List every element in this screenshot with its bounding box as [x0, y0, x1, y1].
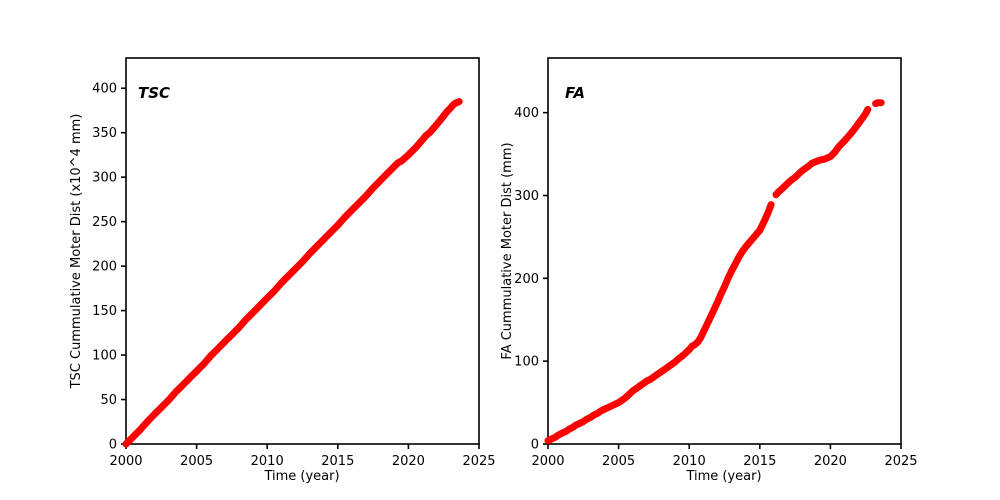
x-tick-label: 2005 — [602, 454, 635, 469]
y-tick-label: 200 — [92, 260, 117, 275]
y-tick-label: 400 — [514, 106, 539, 121]
axes-frame — [125, 57, 480, 445]
y-tick-label: 50 — [100, 393, 117, 408]
x-tick-label: 2020 — [392, 454, 425, 469]
x-tick-label: 2000 — [531, 454, 564, 469]
axes-frame — [547, 57, 902, 445]
x-tick-label: 2010 — [673, 454, 706, 469]
x-tick-label: 2015 — [321, 454, 354, 469]
series-line — [544, 201, 775, 445]
y-tick-label: 400 — [92, 82, 117, 97]
y-tick-label: 100 — [514, 355, 539, 370]
y-tick-label: 300 — [92, 171, 117, 186]
plot-tsc: 2000 2005 2010 2015 2020 2025 0 50 100 150 200 250 3… — [92, 57, 496, 469]
plot-fa: 2000 2005 2010 2015 2020 2025 0 100 200 300 400 — [514, 57, 918, 469]
series-line — [772, 105, 872, 199]
y-tick-label: 200 — [514, 272, 539, 287]
x-tick-label: 2015 — [743, 454, 776, 469]
fa-plot-title: FA — [565, 84, 585, 102]
x-tick-label: 2025 — [884, 454, 917, 469]
tsc-x-axis-label: Time (year) — [264, 469, 340, 484]
y-tick-label: 0 — [109, 438, 117, 453]
y-tick-label: 0 — [531, 438, 539, 453]
y-tick-label: 150 — [92, 304, 117, 319]
x-tick-label: 2020 — [814, 454, 847, 469]
fa-y-axis-label: FA Cummulative Moter Dist (mm) — [500, 142, 515, 360]
y-tick-label: 350 — [92, 126, 117, 141]
x-tick-label: 2010 — [251, 454, 284, 469]
fa-x-axis-label: Time (year) — [686, 469, 762, 484]
y-tick-label: 250 — [92, 215, 117, 230]
x-tick-label: 2005 — [180, 454, 213, 469]
tsc-plot-title: TSC — [138, 84, 171, 102]
series-line — [122, 98, 463, 448]
x-tick-label: 2025 — [462, 454, 495, 469]
x-tick-label: 2000 — [109, 454, 142, 469]
y-tick-label: 300 — [514, 189, 539, 204]
tsc-y-axis-label: TSC Cummulative Moter Dist (x10^4 mm) — [69, 113, 84, 389]
series-line — [872, 99, 885, 108]
y-tick-label: 100 — [92, 349, 117, 364]
